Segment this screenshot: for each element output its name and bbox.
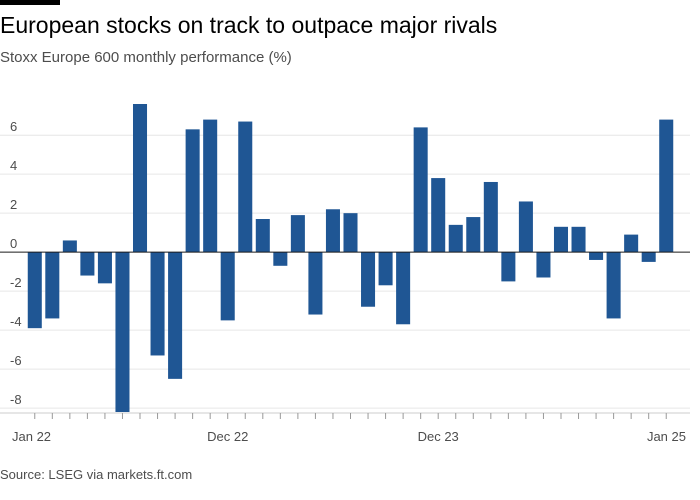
bar: Aug 2024 [571,226,586,253]
x-tick-label: Jan 25 [647,429,686,444]
y-axis-labels: 6 4 2 0 -2 -4 -6 -8 [10,119,22,407]
bar: Jul 2023 [343,213,358,253]
bar: Apr 2022 [80,252,95,276]
chart-subtitle: Stoxx Europe 600 monthly performance (%) [0,49,292,66]
bar: Aug 2022 [150,252,165,356]
bars: Jan 2022Feb 2022Mar 2022Apr 2022May 2022… [27,104,674,412]
bar: Nov 2022 [203,119,218,253]
bar: Oct 2022 [185,129,200,253]
bar: Oct 2023 [396,252,411,325]
bar: Feb 2022 [45,252,60,319]
y-tick-label: -2 [10,275,22,290]
bar: Jun 2024 [536,252,551,278]
bar: Apr 2024 [501,252,516,282]
bar: Jul 2022 [132,104,148,253]
y-tick-label: -6 [10,353,22,368]
bar: Oct 2024 [606,252,621,319]
y-tick-label: 0 [10,236,17,251]
bar: Jan 2022 [27,252,42,329]
bar: May 2023 [308,252,323,315]
grid-lines [0,134,690,409]
y-tick-label: -8 [10,392,22,407]
bar: Sep 2023 [378,252,393,286]
bar: Feb 2023 [255,219,270,253]
bar: Jan 2025 [659,119,674,253]
bar: Sep 2022 [168,252,183,379]
bar: Mar 2022 [62,240,77,253]
chart-title: European stocks on track to outpace majo… [0,12,498,38]
bar: Aug 2023 [361,252,376,307]
bar: Jun 2022 [115,252,130,412]
bar: Mar 2024 [483,181,498,253]
bar: Sep 2024 [589,252,604,260]
bar: Nov 2023 [413,127,428,253]
x-tick-label: Dec 23 [418,429,459,444]
bar: Mar 2023 [273,252,288,266]
y-tick-label: 4 [10,158,17,173]
x-axis: Jan 22 Dec 22 Dec 23 Jan 25 [0,412,690,444]
bar: Jan 2023 [238,121,253,253]
bar: May 2024 [518,201,533,253]
x-tick-label: Jan 22 [12,429,51,444]
y-tick-label: 6 [10,119,17,134]
bar: Dec 2023 [431,178,446,253]
x-tick-label: Dec 22 [207,429,248,444]
bar: Apr 2023 [290,215,305,253]
bar: Jan 2024 [448,224,463,253]
bar: Jun 2023 [325,209,340,253]
bar: Nov 2024 [624,234,639,253]
bar: Jul 2024 [553,226,569,253]
bar: Feb 2024 [466,217,481,253]
bar: May 2022 [97,252,112,284]
source-note: Source: LSEG via markets.ft.com [0,467,193,482]
y-tick-label: -4 [10,314,22,329]
y-tick-label: 2 [10,197,17,212]
bar: Dec 2024 [641,252,656,262]
bar: Dec 2022 [220,252,235,321]
title-rule [0,0,60,5]
